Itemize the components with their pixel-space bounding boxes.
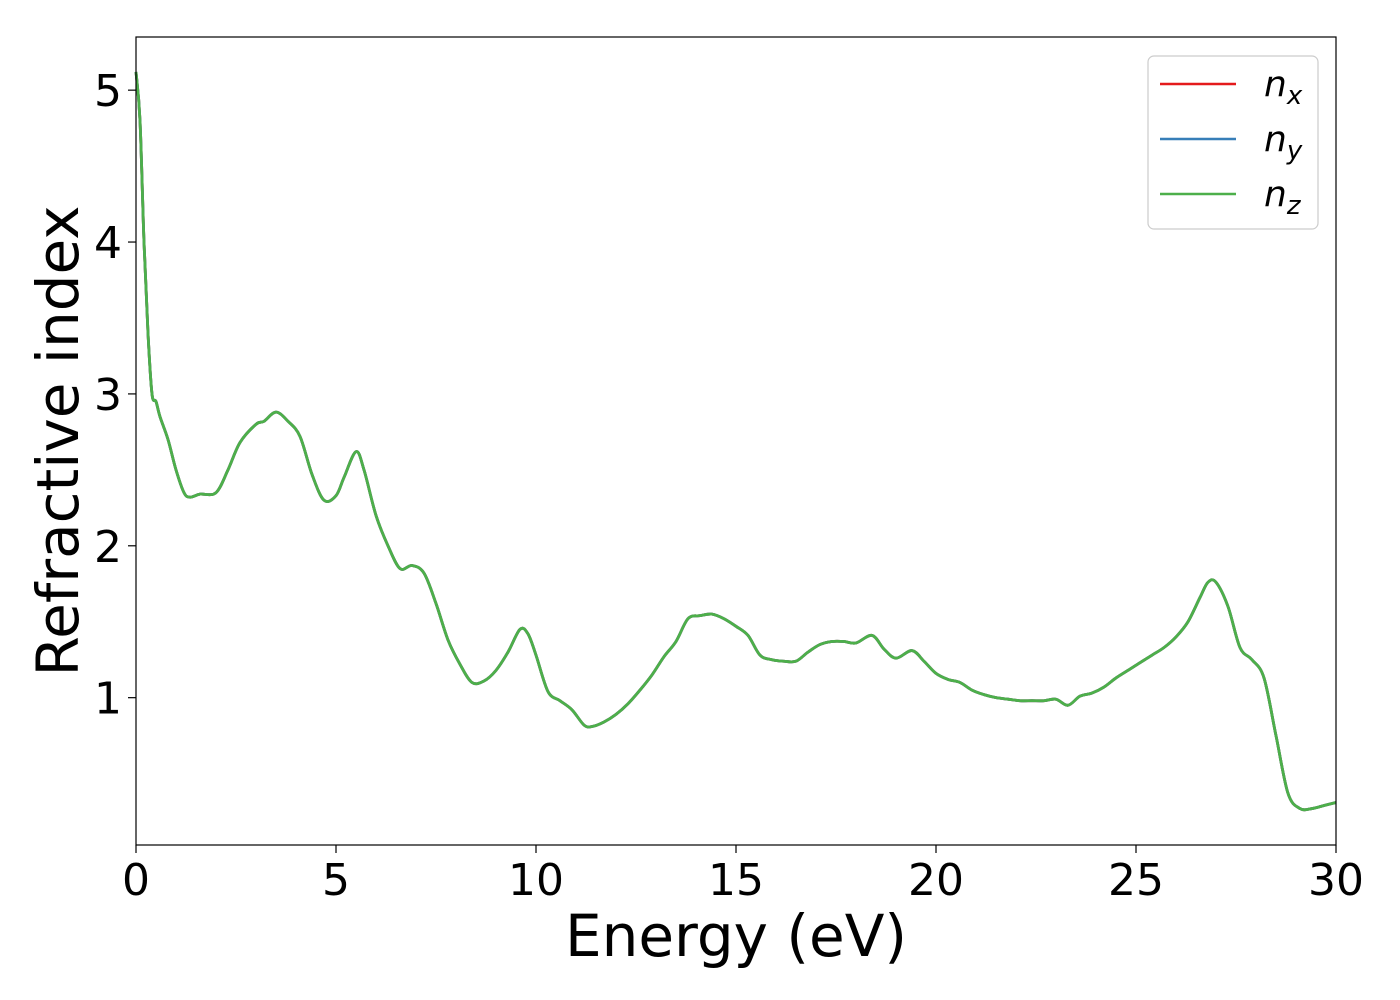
x-axis-title: Energy (eV) xyxy=(565,902,907,970)
x-tick-label: 30 xyxy=(1308,855,1364,906)
x-tick-label: 0 xyxy=(122,855,150,906)
legend-entry-nz: nz xyxy=(1160,174,1302,221)
legend-entry-nx: nx xyxy=(1160,64,1303,111)
y-tick-label: 2 xyxy=(94,522,122,573)
legend-label-nx: nx xyxy=(1264,64,1303,111)
x-tick-label: 20 xyxy=(908,855,964,906)
y-axis-title: Refractive index xyxy=(24,205,92,676)
legend-entry-ny: ny xyxy=(1160,119,1303,166)
y-tick-label: 5 xyxy=(94,66,122,117)
legend-label-ny: ny xyxy=(1264,119,1303,166)
y-axis-ticks: 1 2 3 4 5 xyxy=(94,66,136,725)
x-tick-label: 15 xyxy=(708,855,764,906)
y-tick-label: 1 xyxy=(94,674,122,725)
x-tick-label: 5 xyxy=(322,855,350,906)
legend-box xyxy=(1147,55,1319,230)
x-tick-label: 10 xyxy=(508,855,564,906)
series-layer xyxy=(134,71,1337,812)
y-tick-label: 3 xyxy=(94,370,122,421)
x-axis-ticks: 0 5 10 15 20 25 30 xyxy=(122,845,1364,906)
legend-label-nz: nz xyxy=(1264,174,1302,221)
legend: nx ny nz xyxy=(1147,55,1319,230)
series-line-nz xyxy=(134,71,1337,812)
y-tick-label: 4 xyxy=(94,218,122,269)
x-tick-label: 25 xyxy=(1108,855,1164,906)
